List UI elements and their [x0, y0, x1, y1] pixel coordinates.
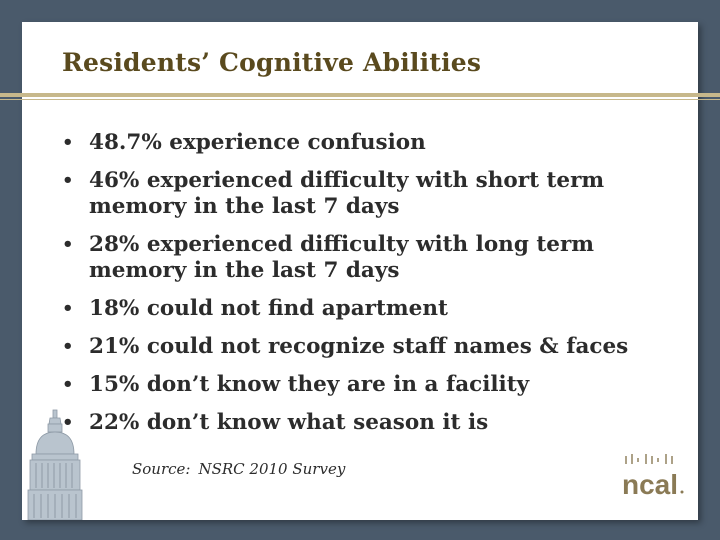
slide: Residents’ Cognitive Abilities • 48.7% ex… [0, 22, 720, 520]
bullet-text: 28% experienced difficulty with long ter… [89, 232, 595, 283]
bullet-text: 15% don’t know they are in a facility [89, 372, 530, 397]
bullet-text: 21% could not recognize staff names & fa… [89, 334, 629, 359]
bullet-icon: • [62, 132, 74, 153]
bullet-item: • 46% experienced difficulty with short t… [62, 168, 682, 220]
bullet-icon: • [62, 412, 74, 433]
title-rule-thin [0, 99, 720, 100]
bullet-icon: • [62, 374, 74, 395]
title-rule-thick [0, 93, 720, 97]
ncal-logo: ncal [622, 454, 684, 500]
slide-title: Residents’ Cognitive Abilities [62, 48, 482, 77]
bullet-item: • 21% could not recognize staff names & f… [62, 334, 682, 360]
bullet-item: • 28% experienced difficulty with long te… [62, 232, 682, 284]
bullet-item: • 48.7% experience confusion [62, 130, 682, 156]
capitol-dome-icon [27, 409, 83, 520]
bullet-text: 48.7% experience confusion [89, 130, 426, 155]
source-label: Source: [132, 460, 191, 478]
bullet-icon: • [62, 298, 74, 319]
bullet-item: • 15% don’t know they are in a facility [62, 372, 682, 398]
bullet-text: 18% could not find apartment [89, 296, 448, 321]
bullet-item: • 18% could not find apartment [62, 296, 682, 322]
bullet-icon: • [62, 170, 74, 191]
bullet-item: • 22% don’t know what season it is [62, 410, 682, 436]
source-text: NSRC 2010 Survey [198, 460, 346, 478]
bullet-text: 46% experienced difficulty with short te… [89, 168, 605, 219]
bullet-icon: • [62, 336, 74, 357]
bullet-text: 22% don’t know what season it is [89, 410, 489, 435]
source-citation: Source: NSRC 2010 Survey [132, 460, 345, 478]
bullet-icon: • [62, 234, 74, 255]
logo-text: ncal [622, 469, 678, 500]
bullet-list: • 48.7% experience confusion • 46% experie… [62, 130, 682, 448]
